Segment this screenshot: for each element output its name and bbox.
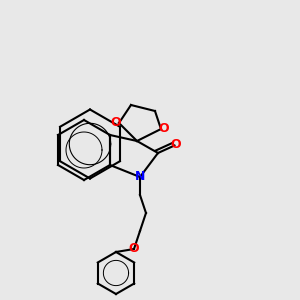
Text: O: O [159,122,169,136]
Text: O: O [171,137,181,151]
Text: O: O [129,242,139,256]
Text: N: N [135,170,145,184]
Text: O: O [111,116,121,130]
